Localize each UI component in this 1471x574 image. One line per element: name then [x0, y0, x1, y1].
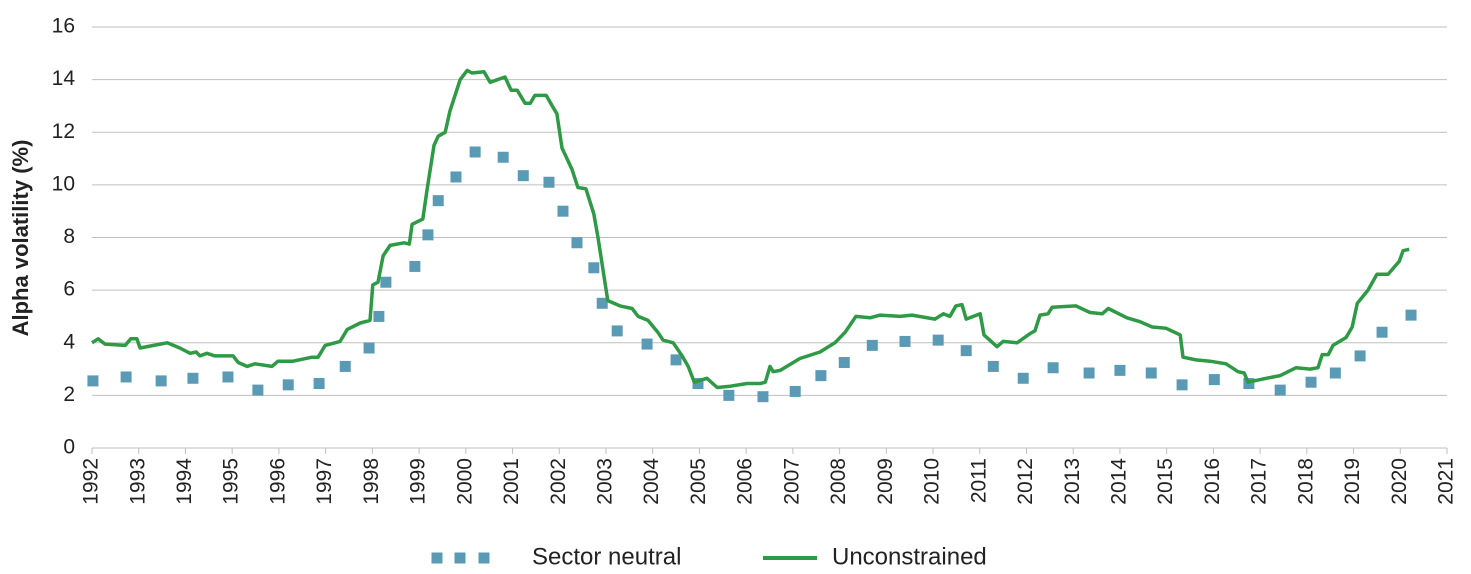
x-tick-label: 2005: [687, 458, 710, 505]
data-point: [1376, 326, 1388, 338]
data-point: [1047, 362, 1059, 374]
x-tick-label: 1996: [266, 458, 289, 505]
data-point: [422, 229, 434, 241]
data-point: [866, 339, 878, 351]
x-tick-label: 2019: [1341, 458, 1364, 505]
y-tick-label: 2: [63, 383, 75, 406]
data-point: [557, 205, 569, 217]
data-point: [987, 360, 999, 372]
x-tick-label: 2009: [874, 458, 897, 505]
data-point: [409, 260, 421, 272]
data-point: [1017, 372, 1029, 384]
data-point: [1145, 367, 1157, 379]
data-point: [313, 378, 325, 390]
x-tick-label: 2008: [827, 458, 850, 505]
data-point: [1329, 367, 1341, 379]
data-point: [815, 370, 827, 382]
y-axis-label: Alpha volatility (%): [8, 140, 33, 337]
data-point: [588, 262, 600, 274]
data-point: [432, 195, 444, 207]
x-tick-label: 1993: [126, 458, 149, 505]
y-tick-label: 8: [63, 225, 75, 248]
legend-label: Unconstrained: [832, 543, 987, 570]
data-point: [155, 375, 167, 387]
y-tick-label: 16: [52, 15, 75, 38]
data-point: [87, 375, 99, 387]
x-tick-label: 2014: [1107, 458, 1130, 505]
x-tick-label: 2001: [500, 458, 523, 505]
y-tick-label: 14: [52, 67, 76, 90]
data-point: [450, 171, 462, 183]
data-point: [363, 342, 375, 354]
data-point: [1176, 379, 1188, 391]
data-point: [932, 334, 944, 346]
x-tick-label: 1999: [407, 458, 430, 505]
data-point: [187, 372, 199, 384]
data-point: [899, 335, 911, 347]
x-tick-label: 2002: [547, 458, 570, 505]
x-tick-label: 2013: [1061, 458, 1084, 505]
data-point: [611, 325, 623, 337]
data-point: [517, 170, 529, 182]
data-point: [1354, 350, 1366, 362]
data-point: [1083, 367, 1095, 379]
x-tick-label: 2018: [1294, 458, 1317, 505]
legend-swatch: [478, 552, 490, 564]
x-tick-label: 1997: [313, 458, 336, 505]
y-tick-label: 10: [52, 172, 75, 195]
data-point: [571, 237, 583, 249]
x-tick-label: 2016: [1201, 458, 1224, 505]
legend-swatch: [454, 552, 466, 564]
data-point: [1405, 309, 1417, 321]
data-point: [282, 379, 294, 391]
data-point: [222, 371, 234, 383]
data-point: [1208, 374, 1220, 386]
data-point: [723, 389, 735, 401]
x-tick-label: 2006: [734, 458, 757, 505]
data-point: [380, 276, 392, 288]
x-tick-label: 1992: [80, 458, 103, 505]
data-point: [1274, 384, 1286, 396]
data-point: [120, 371, 132, 383]
x-tick-label: 1998: [360, 458, 383, 505]
data-point: [757, 391, 769, 403]
data-point: [641, 338, 653, 350]
x-tick-label: 2021: [1435, 458, 1458, 505]
data-point: [838, 356, 850, 368]
data-point: [789, 385, 801, 397]
x-tick-label: 2015: [1154, 458, 1177, 505]
data-point: [469, 146, 481, 158]
y-tick-label: 4: [63, 330, 75, 353]
data-point: [596, 297, 608, 309]
x-tick-label: 2004: [640, 458, 663, 505]
data-point: [1305, 376, 1317, 388]
y-tick-label: 12: [52, 120, 75, 143]
data-point: [670, 354, 682, 366]
legend-swatch: [431, 552, 443, 564]
x-tick-label: 2012: [1014, 458, 1037, 505]
data-point: [252, 384, 264, 396]
x-tick-label: 1995: [220, 458, 243, 505]
legend-label: Sector neutral: [532, 543, 681, 570]
y-tick-label: 0: [63, 436, 75, 459]
data-point: [692, 378, 704, 390]
y-tick-label: 6: [63, 278, 75, 301]
x-tick-label: 2000: [453, 458, 476, 505]
x-tick-label: 2010: [921, 458, 944, 505]
data-point: [960, 345, 972, 357]
data-point: [497, 151, 509, 163]
data-point: [1114, 364, 1126, 376]
data-point: [543, 176, 555, 188]
x-tick-label: 2003: [594, 458, 617, 505]
x-tick-label: 1994: [173, 458, 196, 505]
x-tick-label: 2007: [780, 458, 803, 505]
x-tick-label: 2017: [1248, 458, 1271, 505]
x-tick-label: 2011: [967, 458, 990, 503]
data-line: [91, 68, 1410, 390]
data-point: [373, 310, 385, 322]
data-point: [339, 360, 351, 372]
x-tick-label: 2020: [1388, 458, 1411, 505]
